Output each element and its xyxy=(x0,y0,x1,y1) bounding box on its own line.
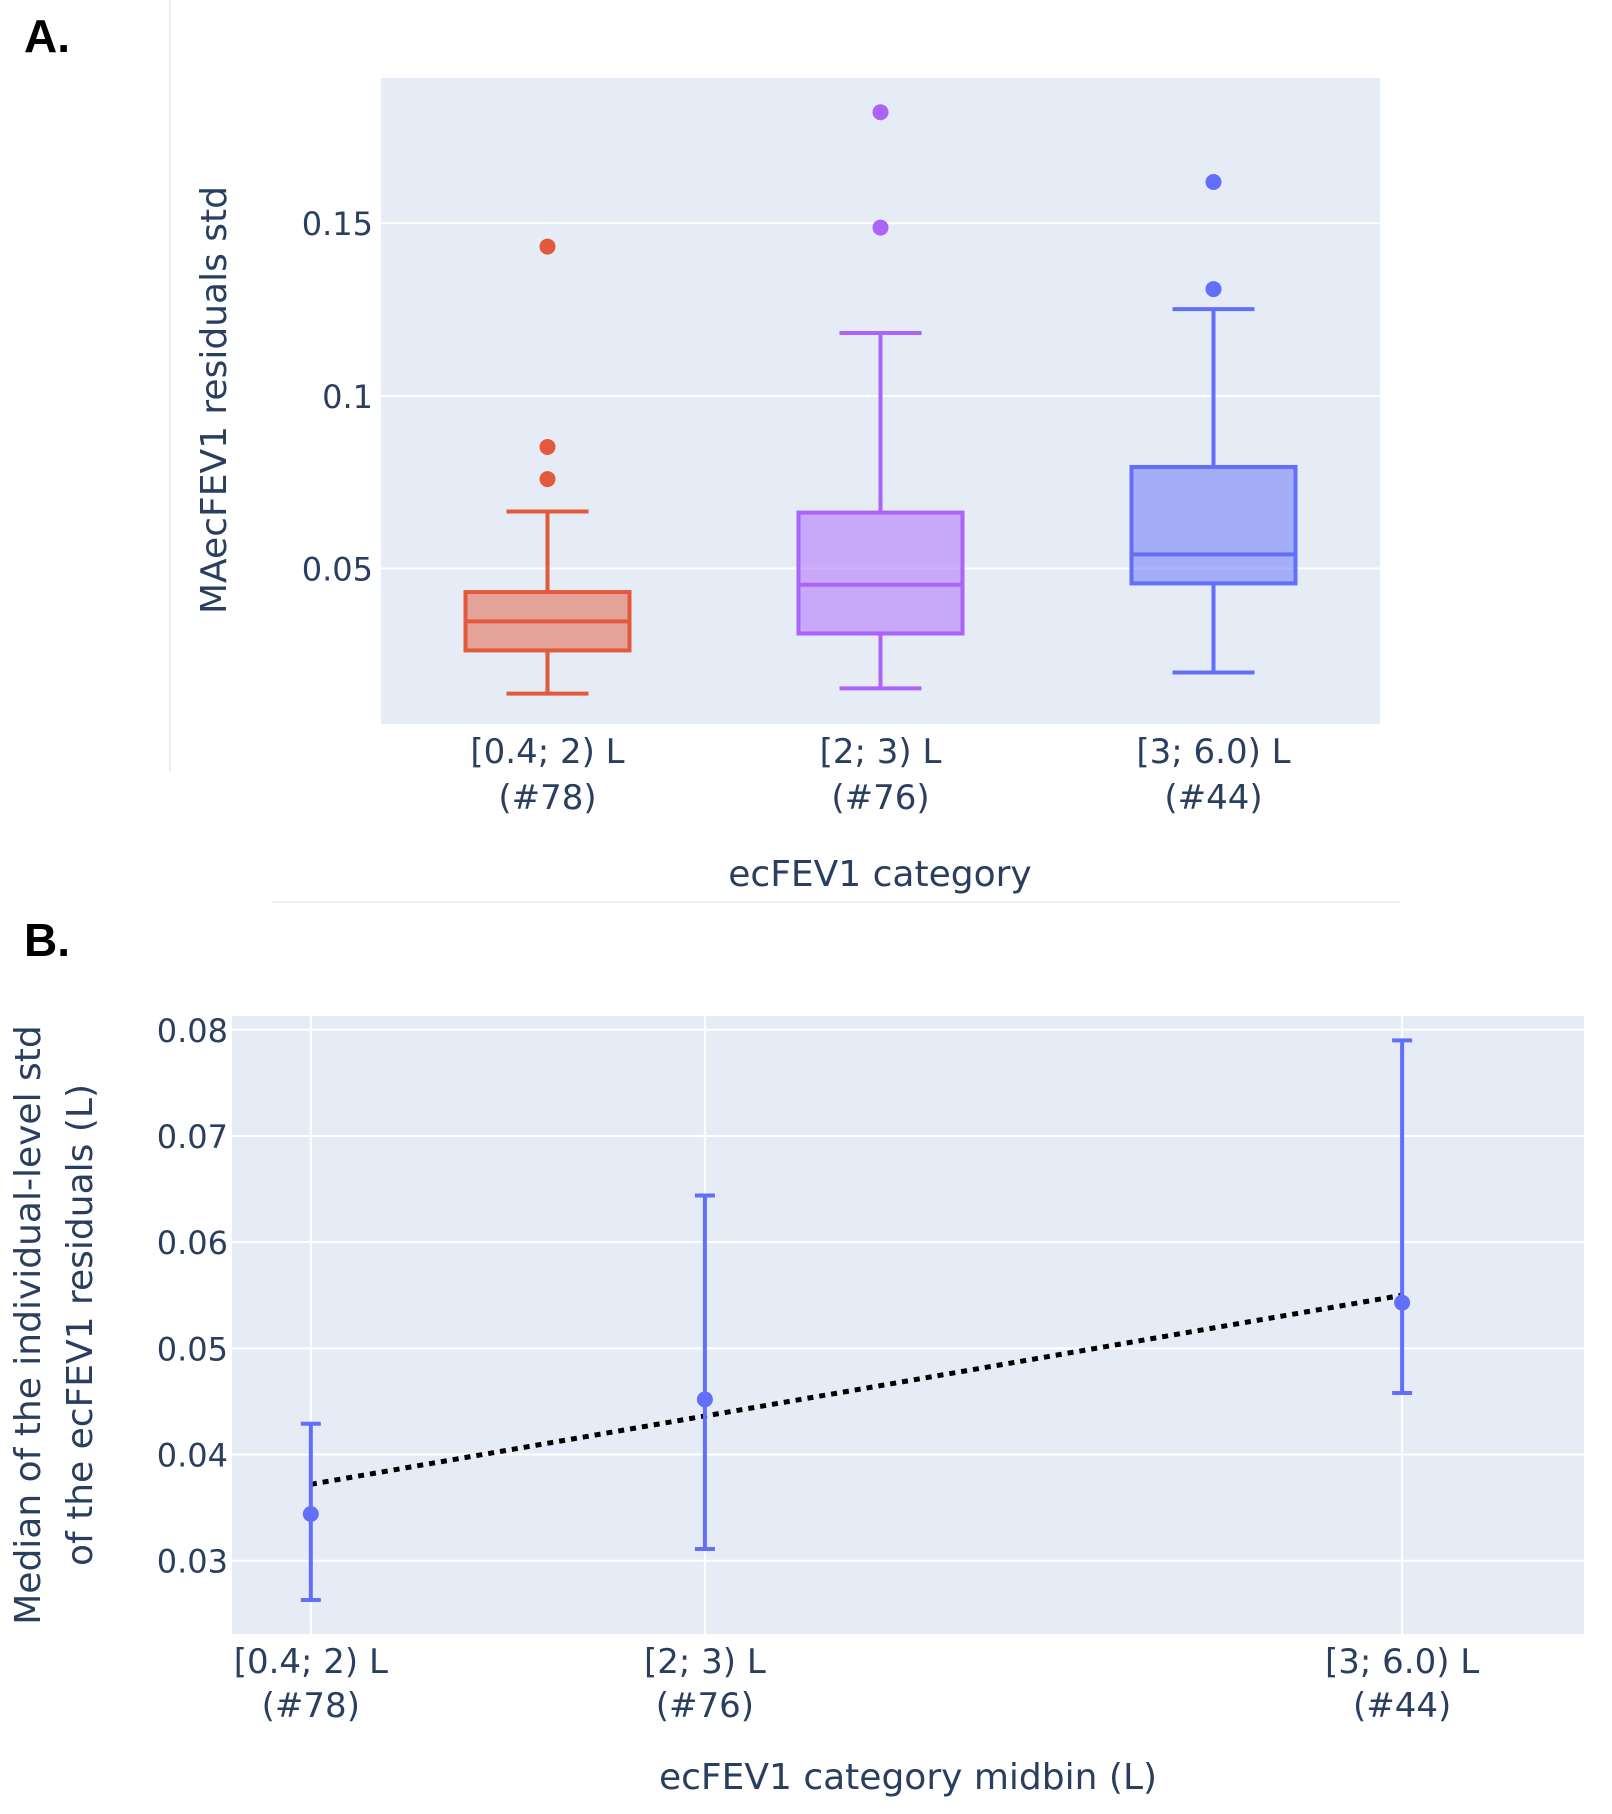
box-iqr xyxy=(1129,464,1298,586)
errorbar-y-tick-label: 0.07 xyxy=(157,1118,228,1156)
boxplot-x-tick-label: [3; 6.0) L xyxy=(1136,732,1290,772)
errorbar-x-tick-count: (#78) xyxy=(262,1686,360,1726)
errorbar-y-ticks: 0.03 0.04 0.05 0.06 0.07 0.08 xyxy=(157,1012,228,1581)
trend-line xyxy=(310,1292,1403,1487)
boxplot-x-tick-count: (#76) xyxy=(831,778,929,818)
median-point xyxy=(1394,1294,1411,1311)
boxplot-x-ticks: [0.4; 2) L (#78) [2; 3) L (#76) [3; 6.0) L (#… xyxy=(470,732,1290,818)
errorbar-y-axis-title-line2: of the ecFEV1 residuals (L) xyxy=(60,1084,101,1566)
outlier-point xyxy=(539,238,556,255)
boxplot-x-tick-count: (#78) xyxy=(498,778,596,818)
errorbar-y-tick-label: 0.04 xyxy=(157,1437,228,1475)
outlier-point xyxy=(872,104,889,121)
outlier-point xyxy=(539,438,556,455)
box-iqr xyxy=(796,510,965,636)
errorbar-x-tick-label: [2; 3) L xyxy=(644,1642,766,1682)
median-point xyxy=(696,1391,713,1408)
boxplot-y-axis-title: MAecFEV1 residuals std xyxy=(194,186,235,614)
median-point xyxy=(302,1506,319,1523)
boxplot-y-tick-label: 0.05 xyxy=(302,551,373,589)
outlier-point xyxy=(872,219,889,236)
errorbar-chart: 0.03 0.04 0.05 0.06 0.07 0.08 [0.4; 2) L(#78)… xyxy=(8,1012,1584,1798)
errorbar-x-tick-label: [0.4; 2) L xyxy=(234,1642,388,1682)
errorbar-x-tick-count: (#76) xyxy=(656,1686,754,1726)
boxplot-y-ticks: 0.05 0.1 0.15 xyxy=(302,205,373,588)
errorbar-x-ticks: [0.4; 2) L(#78) [2; 3) L(#76) [3; 6.0) L(#… xyxy=(234,1642,1480,1726)
errorbar-x-tick-label: [3; 6.0) L xyxy=(1325,1642,1479,1682)
errorbar-x-tick-count: (#44) xyxy=(1353,1686,1451,1726)
errorbar-y-tick-label: 0.08 xyxy=(157,1012,228,1050)
panel-a-label: A. xyxy=(24,10,70,62)
panel-b-label: B. xyxy=(24,914,70,966)
errorbar-y-tick-label: 0.03 xyxy=(157,1543,228,1581)
outlier-point xyxy=(1205,281,1222,298)
outlier-point xyxy=(1205,173,1222,190)
boxplot-x-tick-label: [2; 3) L xyxy=(820,732,942,772)
outlier-point xyxy=(539,471,556,488)
errorbar-y-axis-title-line1: Median of the individual-level std xyxy=(8,1025,49,1625)
boxplot-x-tick-count: (#44) xyxy=(1164,778,1262,818)
boxplot-boxes xyxy=(463,104,1298,696)
boxplot-y-tick-label: 0.15 xyxy=(302,205,373,243)
boxplot-chart: 0.05 0.1 0.15 [0.4; 2) L (#78) [2; 3) L (#76)… xyxy=(194,78,1380,895)
boxplot-x-axis-title: ecFEV1 category xyxy=(728,854,1031,895)
errorbar-x-axis-title: ecFEV1 category midbin (L) xyxy=(659,1757,1157,1798)
boxplot-y-tick-label: 0.1 xyxy=(322,378,373,416)
errorbar-points xyxy=(300,1038,1413,1603)
errorbar-trend xyxy=(310,1292,1403,1487)
errorbar-y-tick-label: 0.06 xyxy=(157,1224,228,1262)
errorbar-plot-area xyxy=(232,1016,1584,1634)
boxplot-x-tick-label: [0.4; 2) L xyxy=(470,732,624,772)
errorbar-y-tick-label: 0.05 xyxy=(157,1330,228,1368)
